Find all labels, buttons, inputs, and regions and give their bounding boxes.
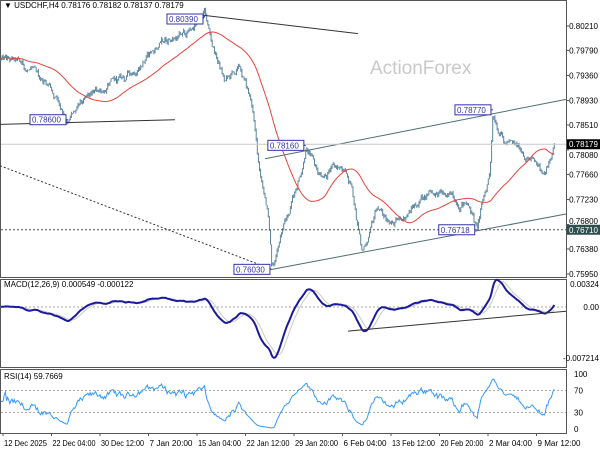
annotation-label: 0.78600 — [32, 116, 61, 125]
y-tick-label: 0.77230 — [569, 195, 598, 204]
macd-trendline — [347, 310, 567, 332]
annotation-label: 0.80390 — [169, 15, 198, 24]
annotation-label: 0.76718 — [441, 226, 470, 235]
y-tick-label: 0.76800 — [569, 217, 598, 226]
y-tick-label: 0.78510 — [569, 121, 598, 130]
x-tick-label: 2 Mar 04:00 — [489, 439, 533, 448]
x-tick-label: 12 Dec 2025 — [4, 439, 48, 448]
macd-title: MACD(12,26,9) 0.000549 -0.000122 — [4, 280, 134, 289]
x-tick-label: 29 Jan 20:00 — [295, 439, 339, 448]
rsi-title: RSI(14) 59.7669 — [4, 372, 63, 381]
x-tick-label: 22 Dec 04:00 — [53, 439, 96, 448]
rsi-tick-label: 0 — [574, 425, 579, 434]
x-tick-label: 20 Feb 20:00 — [441, 439, 484, 448]
chart-header: ▼ USDCHF,H4 0.78176 0.78182 0.78137 0.78… — [4, 1, 184, 10]
rsi-tick-label: 70 — [574, 387, 583, 396]
macd-tick-label: 0.00324 — [570, 280, 599, 289]
annotation-box — [438, 224, 476, 236]
x-tick-label: 15 Jan 04:00 — [198, 439, 242, 448]
symbol-label: USDCHF,H4 — [14, 1, 60, 10]
y-tick-label: 0.77660 — [569, 170, 598, 179]
y-tick-label: 0.79360 — [569, 71, 598, 80]
triangle-down-icon[interactable]: ▼ — [4, 1, 12, 10]
rsi-tick-label: 30 — [574, 409, 583, 418]
x-tick-label: 6 Feb 04:00 — [344, 439, 388, 448]
y-tick-label: 0.76380 — [569, 245, 598, 254]
x-tick-label: 13 Feb 12:00 — [392, 439, 435, 448]
annotation-box — [29, 114, 67, 126]
x-tick-label: 7 Jan 20:00 — [150, 439, 194, 448]
annotation-label: 0.78160 — [270, 141, 299, 150]
x-tick-label: 30 Dec 12:00 — [101, 439, 144, 448]
y-tick-label: 0.78930 — [569, 97, 598, 106]
annotation-box — [454, 104, 492, 116]
x-tick-label: 9 Mar 12:00 — [538, 439, 582, 448]
close-value: 0.78179 — [154, 1, 184, 10]
y-tick-label: 0.75950 — [569, 270, 598, 279]
trendline-channel-lower — [271, 213, 567, 270]
high-value: 0.78182 — [92, 1, 122, 10]
annotation-label: 0.76030 — [236, 265, 265, 274]
low-value: 0.78137 — [123, 1, 153, 10]
watermark: ActionForex — [370, 58, 472, 79]
macd-tick-label: 0.00 — [583, 303, 599, 312]
macd-tick-label: -0.007214 — [563, 354, 600, 363]
trendline-resistance — [195, 13, 358, 35]
y-tick-label: 0.80210 — [569, 22, 598, 31]
level-box — [567, 224, 600, 235]
macd-panel — [0, 279, 567, 368]
level-label: 0.76710 — [569, 226, 598, 235]
current-price-label: 0.78179 — [569, 140, 598, 149]
macd-line — [0, 278, 556, 359]
annotation-box — [267, 139, 305, 151]
annotation-box — [166, 13, 204, 25]
rsi-tick-label: 100 — [574, 370, 588, 379]
annotation-box — [233, 263, 271, 275]
y-tick-label: 0.78080 — [569, 151, 598, 160]
open-value: 0.78176 — [61, 1, 91, 10]
macd-signal-line — [0, 281, 555, 356]
trendline-dotted-support — [0, 165, 273, 270]
rsi-line — [1, 378, 555, 429]
y-tick-label: 0.79790 — [569, 46, 598, 55]
moving-average-line — [0, 31, 555, 224]
trendline-support-0.786 — [0, 119, 175, 125]
current-price-box — [567, 139, 600, 150]
annotation-label: 0.78770 — [457, 106, 486, 115]
main-panel — [0, 0, 567, 278]
price-bars — [0, 7, 555, 267]
x-tick-label: 22 Jan 12:00 — [247, 439, 291, 448]
trendline-channel-upper — [264, 98, 567, 160]
rsi-panel — [0, 369, 567, 434]
